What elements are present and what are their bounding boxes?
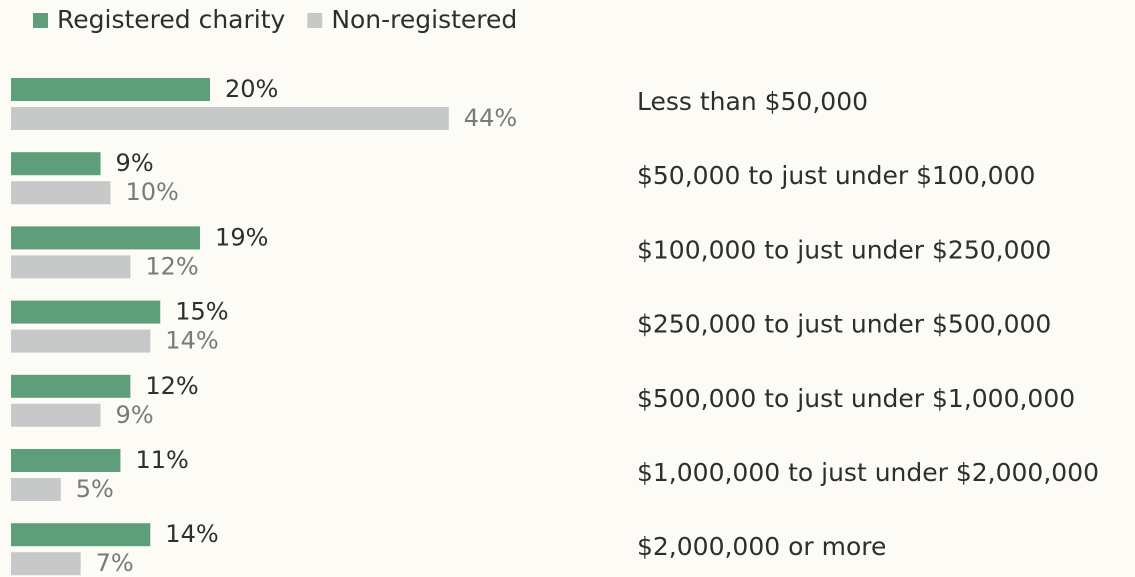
legend-swatch	[33, 13, 48, 28]
bar	[11, 226, 201, 250]
value-label: 9%	[116, 149, 154, 177]
value-label: 15%	[175, 298, 228, 326]
category-label: $100,000 to just under $250,000	[637, 235, 1051, 264]
value-label: 44%	[464, 104, 517, 132]
value-label: 7%	[96, 549, 134, 577]
bar	[11, 403, 101, 427]
value-label: 5%	[76, 475, 114, 503]
category-label: $250,000 to just under $500,000	[637, 310, 1051, 339]
bar	[11, 449, 121, 472]
category-label: $50,000 to just under $100,000	[637, 161, 1035, 190]
legend-swatch	[307, 13, 323, 28]
bar	[11, 152, 101, 176]
category-label: $1,000,000 to just under $2,000,000	[637, 458, 1099, 487]
value-label: 19%	[215, 223, 268, 251]
bar	[11, 78, 210, 101]
bar	[11, 552, 81, 576]
bar	[11, 107, 449, 130]
bar	[11, 300, 161, 324]
bar	[11, 181, 111, 205]
value-label: 14%	[165, 327, 218, 355]
value-label: 14%	[165, 520, 218, 548]
value-label: 10%	[126, 178, 179, 206]
bar	[11, 478, 61, 501]
bar	[11, 523, 151, 547]
bar	[11, 255, 131, 279]
value-label: 20%	[225, 75, 278, 103]
legend-label: Non-registered	[331, 5, 517, 34]
category-label: $500,000 to just under $1,000,000	[637, 384, 1075, 413]
category-label: $2,000,000 or more	[637, 532, 886, 561]
legend-label: Registered charity	[57, 5, 286, 34]
value-label: 11%	[135, 446, 188, 474]
value-label: 9%	[116, 401, 154, 429]
value-label: 12%	[145, 252, 198, 280]
value-label: 12%	[145, 372, 198, 400]
category-label: Less than $50,000	[637, 87, 868, 116]
bar	[11, 374, 131, 398]
bar	[11, 329, 151, 353]
